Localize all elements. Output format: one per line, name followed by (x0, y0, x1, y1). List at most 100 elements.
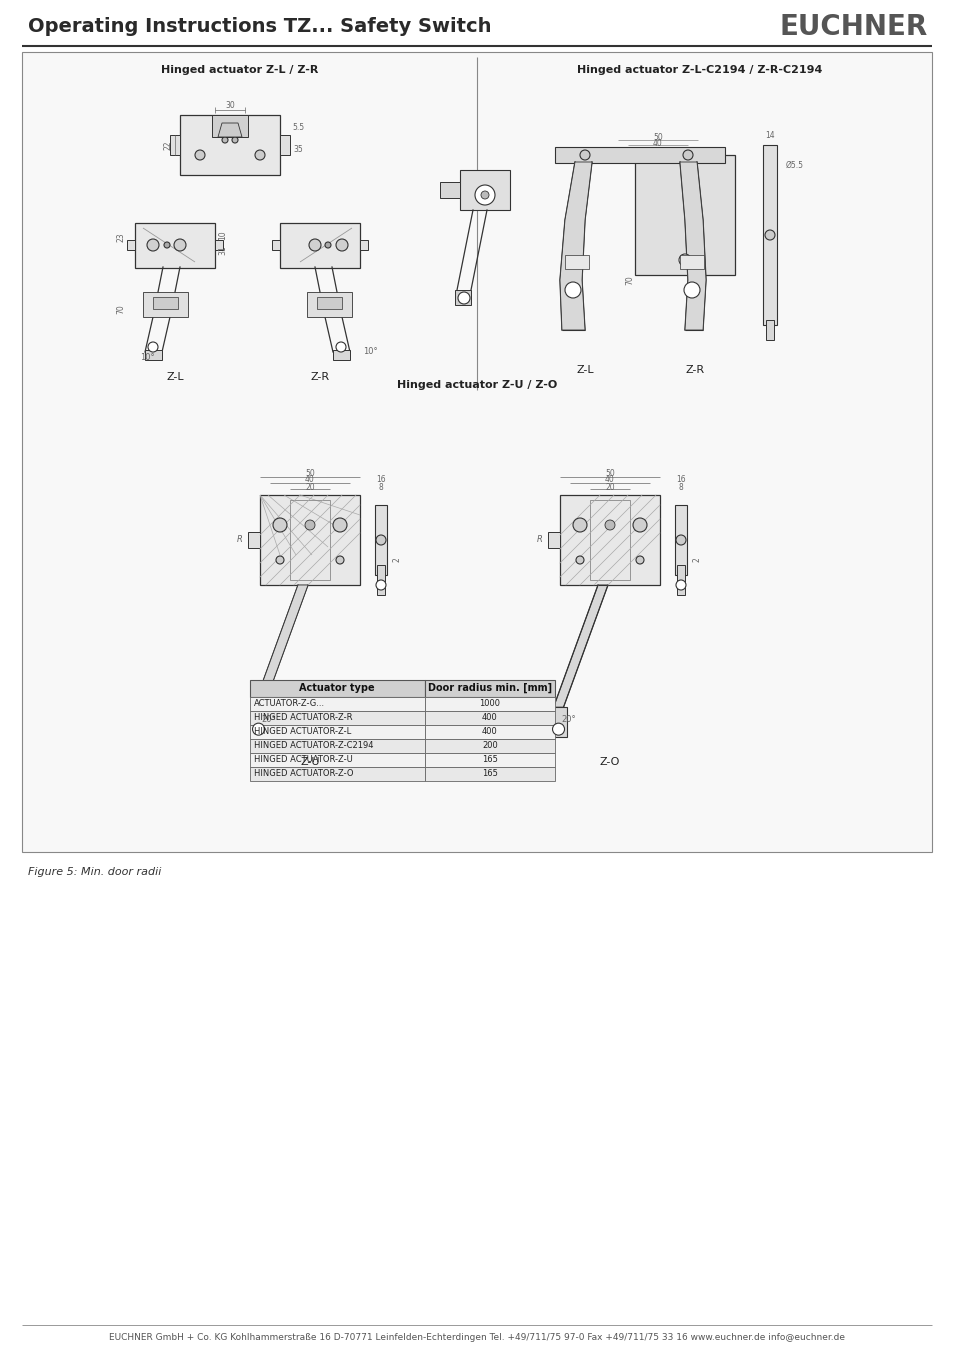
Circle shape (275, 557, 284, 563)
Text: R: R (236, 535, 243, 544)
Circle shape (579, 150, 589, 159)
Text: 20: 20 (305, 482, 314, 492)
Circle shape (480, 190, 489, 199)
Text: Operating Instructions TZ... Safety Switch: Operating Instructions TZ... Safety Swit… (28, 18, 491, 36)
Text: HINGED ACTUATOR-Z-L: HINGED ACTUATOR-Z-L (253, 727, 351, 736)
Text: 20°: 20° (261, 715, 275, 724)
Bar (589, 500, 629, 580)
Text: 10°: 10° (139, 353, 154, 362)
Circle shape (147, 239, 159, 251)
Text: 400: 400 (481, 727, 497, 736)
Bar (376, 565, 385, 594)
Bar (260, 494, 359, 585)
Text: Z-R: Z-R (684, 365, 704, 376)
Circle shape (335, 342, 346, 353)
Bar (250, 753, 424, 767)
Text: HINGED ACTUATOR-Z-U: HINGED ACTUATOR-Z-U (253, 755, 353, 765)
Circle shape (173, 239, 186, 251)
Bar (170, 135, 180, 155)
Circle shape (309, 239, 320, 251)
Circle shape (222, 136, 228, 143)
Circle shape (475, 185, 495, 205)
Circle shape (375, 535, 386, 544)
Circle shape (564, 282, 580, 299)
Bar (555, 147, 724, 163)
Bar (135, 223, 214, 267)
Text: 16: 16 (676, 476, 685, 485)
Circle shape (676, 580, 685, 590)
Bar (424, 680, 555, 697)
Bar (212, 115, 248, 136)
Bar (547, 532, 559, 549)
Text: ACTUATOR-Z-G...: ACTUATOR-Z-G... (253, 700, 325, 708)
Bar (424, 697, 555, 711)
Text: Hinged actuator Z-L-C2194 / Z-R-C2194: Hinged actuator Z-L-C2194 / Z-R-C2194 (577, 65, 821, 76)
Text: 40: 40 (604, 476, 615, 485)
Circle shape (232, 136, 237, 143)
Text: EUCHNER: EUCHNER (779, 14, 927, 41)
Text: 50: 50 (604, 469, 615, 477)
Text: 200: 200 (481, 742, 497, 751)
Circle shape (325, 242, 331, 249)
Text: Hinged actuator Z-U / Z-O: Hinged actuator Z-U / Z-O (396, 380, 557, 390)
Text: EUCHNER GmbH + Co. KG Kohlhammerstraße 16 D-70771 Leinfelden-Echterdingen Tel. +: EUCHNER GmbH + Co. KG Kohlhammerstraße 1… (109, 1333, 844, 1343)
Bar (143, 292, 188, 317)
Polygon shape (553, 585, 607, 707)
Bar (272, 240, 280, 250)
Circle shape (305, 520, 314, 530)
Circle shape (679, 254, 690, 266)
Text: 23: 23 (116, 232, 126, 242)
Text: 10°: 10° (362, 347, 377, 357)
Bar (762, 145, 776, 326)
Circle shape (683, 282, 700, 299)
Text: HINGED ACTUATOR-Z-R: HINGED ACTUATOR-Z-R (253, 713, 352, 723)
Text: Z-L: Z-L (576, 365, 593, 376)
Bar (679, 255, 703, 269)
Bar (559, 494, 659, 585)
Circle shape (164, 242, 170, 249)
Bar (675, 505, 686, 576)
Text: 70: 70 (116, 304, 126, 313)
Text: 8: 8 (678, 482, 682, 492)
Bar (424, 767, 555, 781)
Text: HINGED ACTUATOR-Z-O: HINGED ACTUATOR-Z-O (253, 770, 354, 778)
Circle shape (604, 520, 615, 530)
Polygon shape (679, 162, 705, 330)
Bar (550, 707, 566, 738)
Text: Hinged actuator Z-L / Z-R: Hinged actuator Z-L / Z-R (161, 65, 318, 76)
Circle shape (573, 517, 586, 532)
Text: 70: 70 (625, 276, 634, 285)
Text: Z-L: Z-L (166, 372, 184, 382)
Bar (280, 223, 359, 267)
Bar (424, 725, 555, 739)
Text: 30: 30 (225, 100, 234, 109)
Bar (152, 297, 178, 309)
Polygon shape (218, 123, 242, 136)
Text: HINGED ACTUATOR-Z-C2194: HINGED ACTUATOR-Z-C2194 (253, 742, 374, 751)
Circle shape (676, 535, 685, 544)
Circle shape (682, 150, 692, 159)
Circle shape (254, 150, 265, 159)
Bar (250, 739, 424, 753)
Circle shape (552, 723, 564, 735)
Text: 10: 10 (218, 230, 227, 240)
Bar (214, 240, 223, 250)
Polygon shape (253, 585, 308, 707)
Text: Actuator type: Actuator type (299, 684, 375, 693)
Text: 22: 22 (163, 141, 172, 150)
Text: Z-R: Z-R (310, 372, 329, 382)
Text: 14: 14 (764, 131, 774, 139)
Text: Door radius min. [mm]: Door radius min. [mm] (428, 682, 552, 693)
Text: 40: 40 (305, 476, 314, 485)
Text: Ø5.5: Ø5.5 (785, 161, 803, 169)
Bar (248, 532, 260, 549)
Bar (145, 350, 162, 359)
Bar (307, 292, 352, 317)
Circle shape (335, 239, 348, 251)
Bar (765, 320, 773, 340)
Text: 2: 2 (692, 558, 700, 562)
Bar (250, 767, 424, 781)
Circle shape (253, 723, 264, 735)
Polygon shape (559, 162, 592, 330)
Circle shape (457, 292, 470, 304)
